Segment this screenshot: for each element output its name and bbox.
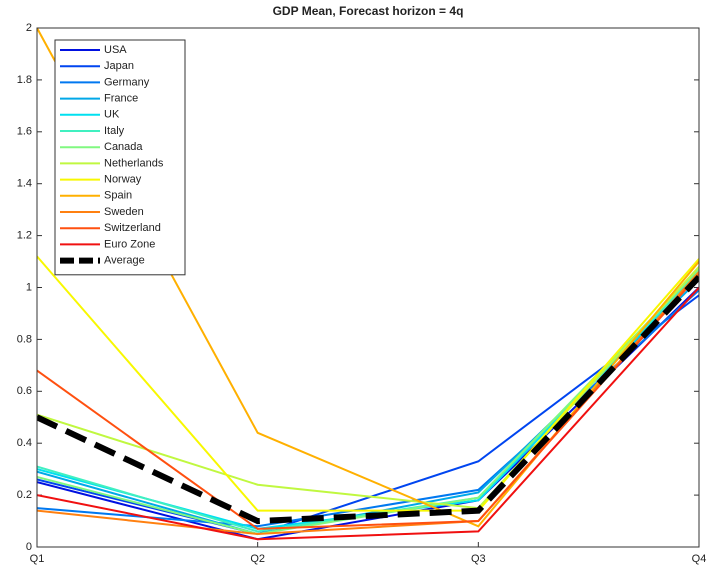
y-tick-label: 0.8 [17, 333, 32, 345]
legend-label: Sweden [104, 206, 144, 218]
y-tick-label: 0.2 [17, 489, 32, 501]
legend-label: Norway [104, 174, 142, 186]
legend-label: Netherlands [104, 157, 164, 169]
x-tick-label: Q2 [250, 553, 265, 565]
x-tick-label: Q1 [30, 553, 45, 565]
legend-label: Spain [104, 190, 132, 202]
axes-box [36, 27, 700, 548]
series-line [37, 255, 699, 512]
y-tick-label: 1.6 [17, 126, 32, 138]
legend-label: Euro Zone [104, 238, 155, 250]
y-tick-label: 0.4 [17, 437, 32, 449]
y-tick-label: 2 [26, 22, 32, 34]
legend-label: Japan [104, 60, 134, 72]
series-line [37, 275, 699, 525]
chart-title: GDP Mean, Forecast horizon = 4q [273, 4, 464, 18]
legend-label: UK [104, 109, 120, 121]
y-tick-label: 1.2 [17, 230, 32, 242]
legend-label: Average [104, 255, 145, 267]
legend-label: USA [104, 44, 127, 56]
y-tick-label: 1.4 [17, 178, 32, 190]
legend-box [54, 39, 186, 276]
series-line [37, 294, 699, 536]
series-line [37, 286, 699, 541]
legend-label: Switzerland [104, 222, 161, 234]
y-tick-label: 0 [26, 541, 32, 553]
legend-label: France [104, 93, 138, 105]
y-tick-label: 1 [26, 281, 32, 293]
legend-label: Italy [104, 125, 125, 137]
x-tick-label: Q3 [471, 553, 486, 565]
x-tick-label: Q4 [692, 553, 707, 565]
legend-label: Canada [104, 141, 143, 153]
y-tick-label: 1.8 [17, 74, 32, 86]
y-tick-label: 0.6 [17, 385, 32, 397]
legend-label: Germany [104, 76, 150, 88]
